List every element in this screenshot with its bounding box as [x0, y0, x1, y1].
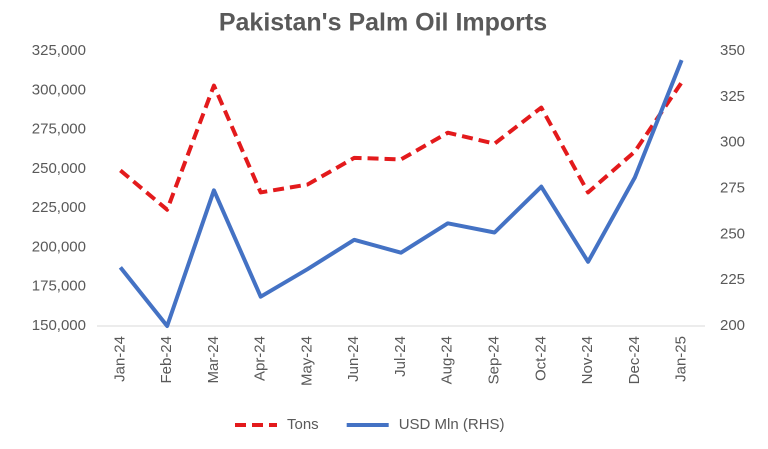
- x-tick-label: Jan-25: [673, 336, 690, 382]
- y2-tick-label: 250: [720, 225, 745, 242]
- x-tick-label: Jan-24: [111, 336, 128, 382]
- y-tick-label: 250,000: [32, 160, 86, 177]
- series-line: [118, 59, 684, 328]
- y2-tick-label: 300: [720, 134, 745, 151]
- y2-tick-label: 225: [720, 271, 745, 288]
- chart-title: Pakistan's Palm Oil Imports: [219, 9, 547, 37]
- y-tick-label: 175,000: [32, 278, 86, 295]
- y-tick-label: 150,000: [32, 317, 86, 334]
- x-tick-label: Dec-24: [626, 336, 643, 384]
- x-tick-label: Mar-24: [205, 336, 222, 384]
- y-tick-label: 225,000: [32, 199, 86, 216]
- x-tick-label: Sep-24: [486, 336, 503, 384]
- x-tick-label: Jun-24: [345, 336, 362, 382]
- y2-tick-label: 200: [720, 317, 745, 334]
- x-tick-label: Nov-24: [579, 336, 596, 384]
- y-tick-label: 325,000: [32, 42, 86, 59]
- x-tick-label: Jul-24: [392, 336, 409, 377]
- y2-tick-label: 350: [720, 42, 745, 59]
- x-tick-label: Apr-24: [252, 336, 269, 381]
- y2-tick-label: 275: [720, 179, 745, 196]
- x-tick-label: Aug-24: [439, 336, 456, 384]
- series-line: [119, 81, 684, 212]
- x-tick-label: Oct-24: [532, 336, 549, 381]
- y-tick-label: 300,000: [32, 81, 86, 98]
- y2-tick-label: 325: [720, 88, 745, 105]
- legend-label: USD Mln (RHS): [399, 416, 505, 433]
- x-tick-label: May-24: [298, 336, 315, 386]
- y-tick-label: 275,000: [32, 121, 86, 138]
- y-tick-label: 200,000: [32, 238, 86, 255]
- legend-label: Tons: [287, 416, 319, 433]
- x-tick-label: Feb-24: [158, 336, 175, 384]
